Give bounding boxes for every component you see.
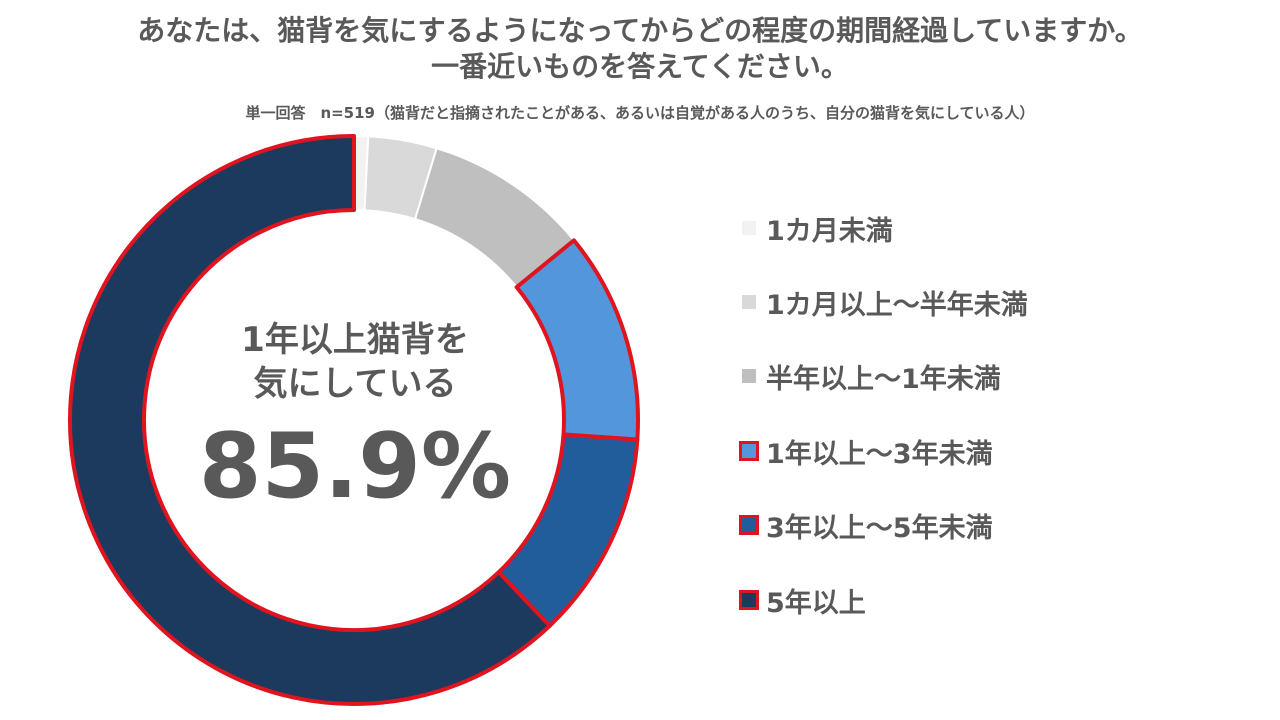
legend-item: 5年以上: [739, 582, 866, 619]
legend-swatch: [739, 441, 759, 461]
center-label-line2: 気にしている: [253, 364, 457, 404]
legend-swatch: [742, 369, 756, 383]
legend-swatch: [739, 515, 759, 535]
legend-label: 半年以上～1年未満: [766, 363, 1001, 395]
center-value: 85.9%: [198, 414, 512, 519]
legend-item: 1年以上～3年未満: [739, 433, 993, 470]
legend-label: 5年以上: [766, 587, 866, 619]
chart-subtitle: 単一回答 n=519（猫背だと指摘されたことがある、あるいは自覚がある人のうち、…: [245, 104, 1035, 122]
center-label-line1: 1年以上猫背を: [241, 320, 469, 360]
legend-label: 3年以上～5年未満: [766, 512, 993, 544]
legend-item: 半年以上～1年未満: [742, 358, 1001, 395]
legend-item: 1カ月以上～半年未満: [742, 284, 1028, 321]
legend-swatch: [742, 295, 756, 309]
donut-slice-highlight-outline: [68, 134, 552, 706]
legend-swatch: [739, 590, 759, 610]
legend-label: 1年以上～3年未満: [766, 438, 993, 470]
chart-title-line1: あなたは、猫背を気にするようになってからどの程度の期間経過していますか。: [137, 14, 1143, 47]
legend-label: 1カ月以上～半年未満: [766, 289, 1028, 321]
donut-slices: [68, 134, 640, 706]
legend-label: 1カ月未満: [766, 215, 893, 247]
chart-title-line2: 一番近いものを答えてください。: [431, 50, 849, 83]
legend-item: 1カ月未満: [742, 210, 893, 247]
legend-swatch: [742, 221, 756, 235]
legend-item: 3年以上～5年未満: [739, 507, 993, 544]
